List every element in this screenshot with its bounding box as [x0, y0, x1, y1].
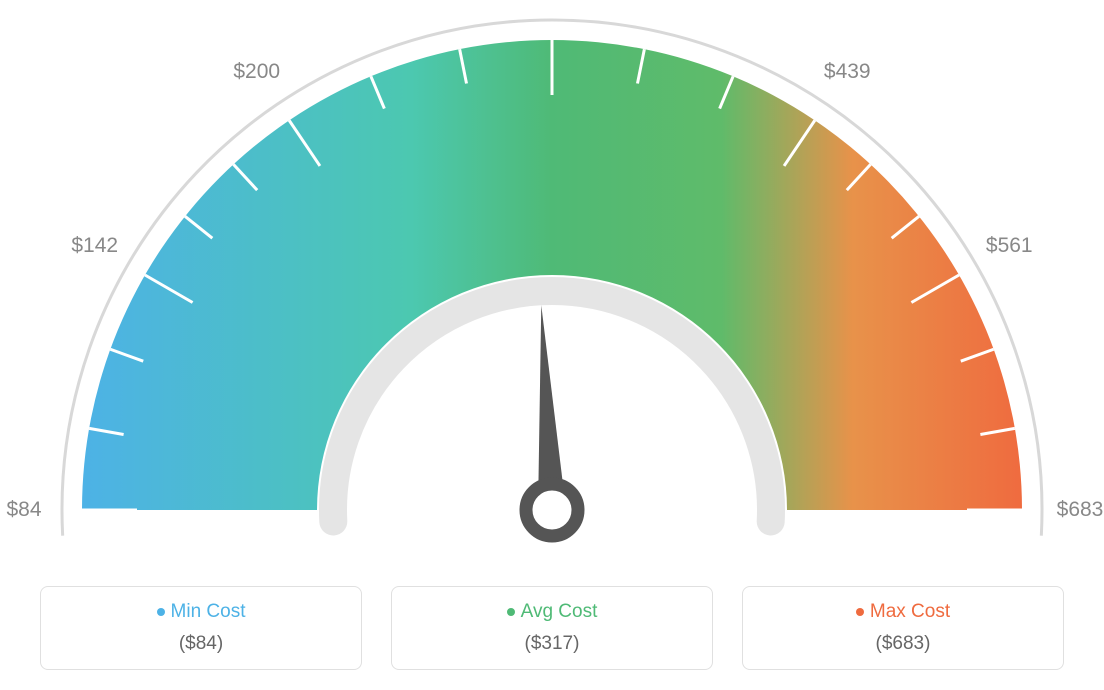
gauge-svg [0, 0, 1104, 560]
gauge-tick-label: $200 [233, 60, 280, 84]
legend-max-text: Max Cost [870, 601, 950, 622]
gauge-tick-label: $561 [986, 234, 1033, 258]
legend-min: Min Cost ($84) [40, 586, 362, 670]
legend-max-label: Max Cost [743, 601, 1063, 623]
legend-max-value: ($683) [743, 633, 1063, 655]
gauge-tick-label: $683 [1057, 498, 1104, 522]
legend-min-text: Min Cost [171, 601, 246, 622]
gauge-area: $84$142$200$317$439$561$683 [0, 0, 1104, 560]
legend-area: Min Cost ($84) Avg Cost ($317) Max Cost … [0, 586, 1104, 670]
gauge-chart-container: $84$142$200$317$439$561$683 Min Cost ($8… [0, 0, 1104, 690]
legend-avg-label: Avg Cost [392, 601, 712, 623]
legend-avg-text: Avg Cost [521, 601, 598, 622]
legend-min-label: Min Cost [41, 601, 361, 623]
legend-avg: Avg Cost ($317) [391, 586, 713, 670]
legend-avg-value: ($317) [392, 633, 712, 655]
legend-avg-dot [507, 608, 515, 616]
gauge-tick-label: $439 [824, 60, 871, 84]
legend-max-dot [856, 608, 864, 616]
legend-max: Max Cost ($683) [742, 586, 1064, 670]
gauge-tick-label: $142 [71, 234, 118, 258]
legend-min-dot [157, 608, 165, 616]
legend-min-value: ($84) [41, 633, 361, 655]
gauge-tick-label: $84 [6, 498, 41, 522]
